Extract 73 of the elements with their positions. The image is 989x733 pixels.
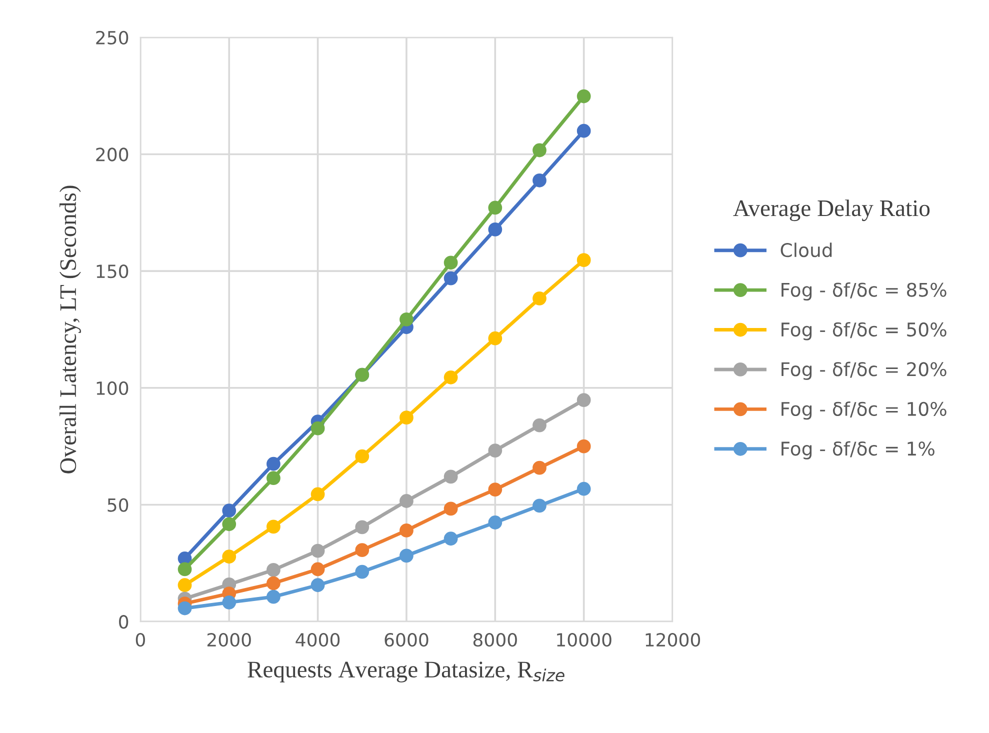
y-tick-label: 250 (96, 30, 128, 44)
y-tick-label: 200 (96, 148, 128, 162)
point (444, 470, 458, 484)
y-tick-label: 50 (108, 498, 128, 512)
point (222, 517, 236, 532)
point (266, 562, 280, 577)
point (266, 456, 280, 471)
x-tick-label: 12000 (646, 633, 700, 647)
legend-label: Fog - δf/δc = 85% (782, 282, 946, 301)
point (488, 200, 502, 215)
x-tick-label: 0 (136, 633, 145, 647)
point (532, 498, 546, 513)
legend-label: Fog - δf/δc = 50% (782, 322, 946, 340)
point (400, 548, 414, 563)
point (266, 590, 280, 604)
point (444, 370, 458, 384)
point (310, 562, 325, 576)
point (532, 143, 546, 158)
point (488, 222, 502, 236)
point (576, 439, 591, 454)
point (444, 502, 458, 516)
point (222, 504, 236, 518)
point (222, 550, 236, 564)
point (444, 271, 458, 286)
point (266, 576, 280, 590)
point (576, 482, 591, 496)
legend-label: Fog - δf/δc = 1% (782, 441, 934, 460)
point (310, 487, 325, 502)
point (488, 516, 502, 530)
point (576, 253, 591, 268)
point (400, 524, 414, 538)
x-axis-title: Requests Average Datasize, R$_{size}$ (248, 662, 564, 682)
x-tick-label: 10000 (557, 633, 612, 647)
x-tick-label: 6000 (384, 633, 428, 647)
legend-label: Fog - δf/δc = 10% (782, 401, 946, 420)
point (532, 173, 546, 188)
point (576, 89, 591, 104)
point (532, 418, 546, 432)
point (355, 520, 370, 534)
point (355, 564, 370, 579)
point (178, 562, 192, 576)
legend-label: Cloud (780, 242, 832, 258)
point (222, 595, 236, 610)
point (178, 578, 192, 592)
point (576, 124, 591, 138)
x-tick-label: 4000 (296, 633, 340, 647)
x-tick-label: 2000 (207, 633, 251, 647)
point (178, 601, 192, 616)
y-tick-label: 0 (119, 615, 128, 629)
point (576, 393, 591, 407)
point (444, 532, 458, 546)
point (488, 482, 502, 496)
point (444, 256, 458, 270)
legend-title: Average Delay Ratio (733, 200, 930, 222)
point (266, 520, 280, 534)
x-tick-label: 8000 (473, 633, 517, 647)
point (532, 291, 546, 306)
point (532, 460, 546, 475)
point (400, 494, 414, 508)
y-axis-title: Overall Latency, LT (Seconds) (59, 186, 81, 474)
point (266, 471, 280, 486)
point (488, 444, 502, 458)
y-tick-label: 100 (96, 381, 128, 396)
point (488, 331, 502, 346)
point (400, 312, 414, 326)
point (310, 421, 325, 436)
point (355, 449, 370, 464)
legend-label: Fog - δf/δc = 20% (782, 362, 946, 380)
y-tick-label: 150 (96, 264, 128, 278)
point (355, 543, 370, 558)
point (400, 410, 414, 425)
point (310, 578, 325, 592)
point (310, 544, 325, 558)
